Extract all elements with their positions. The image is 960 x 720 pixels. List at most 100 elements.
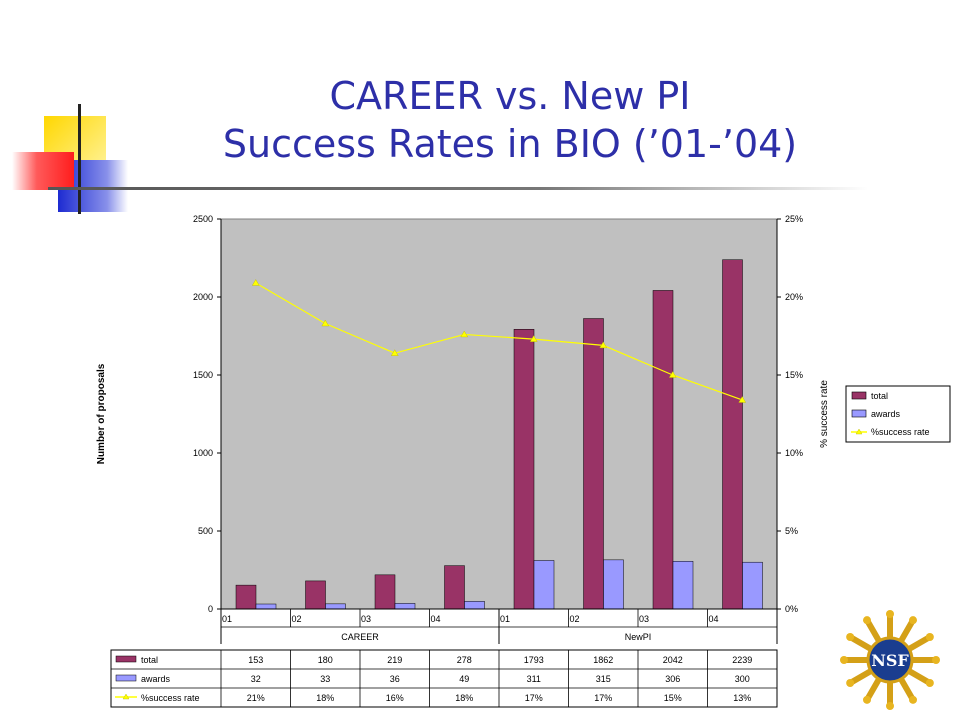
nsf-logo-rays: [840, 610, 940, 710]
nsf-ray: [906, 668, 933, 686]
y2-tick-label: 5%: [785, 526, 798, 536]
y-tick-label: 0: [208, 604, 213, 614]
nsf-ray-tip: [909, 695, 917, 704]
nsf-logo: NSF: [840, 610, 940, 710]
nsf-ray: [906, 634, 933, 652]
y2-axis-title: % success rate: [819, 380, 830, 448]
legend-rate-label: %success rate: [871, 427, 930, 437]
nsf-ray-tip: [846, 633, 855, 641]
nsf-ray-tip: [863, 616, 871, 625]
y2-tick-label: 20%: [785, 292, 803, 302]
y2-tick-label: 15%: [785, 370, 803, 380]
table-cell: 2042: [663, 655, 683, 665]
bar-awards: [742, 561, 763, 610]
bar-awards: [603, 559, 624, 610]
cat-label: 03: [639, 614, 649, 624]
bar-total: [513, 329, 535, 610]
rate-point: [738, 396, 747, 403]
nsf-ray-tip: [846, 679, 855, 687]
nsf-ray-tip: [932, 656, 940, 664]
nsf-logo-globe: [866, 636, 914, 684]
legend-awards-label: awards: [871, 409, 901, 419]
nsf-ray: [864, 676, 882, 703]
nsf-ray: [898, 676, 916, 703]
bar-awards: [325, 603, 346, 610]
table-cell: 49: [459, 674, 469, 684]
table-swatch: [115, 674, 137, 682]
title-line-2: Success Rates in BIO (’01-’04): [222, 122, 798, 166]
table-cell: 219: [387, 655, 402, 665]
nsf-ray-tip: [886, 702, 894, 710]
nsf-ray: [847, 634, 874, 652]
nsf-ray: [864, 617, 882, 644]
bar-awards: [464, 601, 485, 610]
table-cell: 17%: [594, 693, 612, 703]
bar-awards: [533, 560, 555, 610]
title-line-1: CAREER vs. New PI: [329, 74, 691, 118]
table-cell: 21%: [247, 693, 265, 703]
bar-total: [235, 584, 257, 610]
table-cell: 16%: [386, 693, 404, 703]
cat-label: 01: [500, 614, 510, 624]
legend: total awards %success rate: [845, 385, 951, 443]
legend-total-swatch: [851, 391, 867, 400]
rate-point: [668, 371, 677, 378]
bar-total: [305, 580, 326, 610]
legend-rate-marker: [855, 428, 863, 435]
y-tick-label: 2000: [193, 292, 213, 302]
table-swatch-marker: [122, 693, 130, 700]
table-cell: 306: [665, 674, 680, 684]
cat-label: 03: [361, 614, 371, 624]
rate-point: [599, 341, 608, 349]
nsf-ray-tip: [925, 679, 934, 687]
rate-point: [251, 279, 260, 286]
table-cell: 1862: [593, 655, 613, 665]
y2-tick-label: 0%: [785, 604, 798, 614]
table-cell: 18%: [455, 693, 473, 703]
table-row-label: total: [141, 655, 158, 665]
vertical-bar: [78, 104, 81, 214]
cat-label: 02: [292, 614, 302, 624]
table-cell: 15%: [664, 693, 682, 703]
y2-tick-label: 10%: [785, 448, 803, 458]
table-frame: [110, 649, 778, 708]
table-cell: 36: [390, 674, 400, 684]
y-axis-title: Number of proposals: [96, 363, 107, 464]
bar-total: [444, 565, 465, 610]
rate-line: [255, 282, 743, 401]
bar-awards: [255, 603, 277, 610]
nsf-logo-text: NSF: [871, 651, 909, 670]
bar-total: [722, 259, 743, 610]
rate-point: [460, 330, 469, 338]
cat-label: 04: [709, 614, 719, 624]
group-label: CAREER: [341, 632, 379, 642]
table-cell: 311: [527, 674, 541, 684]
slide-title: CAREER vs. New PI Success Rates in BIO (…: [150, 72, 870, 168]
y-ticks-left: 0 500 1000 1500 2000 2500: [193, 214, 221, 614]
y-tick-label: 500: [198, 526, 213, 536]
table-cell: 33: [320, 674, 330, 684]
legend-awards-swatch: [851, 409, 867, 418]
group-label: NewPI: [625, 632, 652, 642]
table-cell: 32: [251, 674, 261, 684]
bar-total: [374, 574, 396, 610]
table-cell: 180: [318, 655, 333, 665]
bar-awards: [672, 561, 694, 610]
table-cell: 153: [248, 655, 263, 665]
nsf-ray-tip: [909, 616, 917, 625]
data-table: total 153 180 219 278 1793 1862 2042 2239 awards 3…: [110, 649, 778, 708]
bar-awards: [394, 603, 416, 610]
y-tick-label: 1500: [193, 370, 213, 380]
cat-label: 01: [222, 614, 232, 624]
y2-tick-label: 25%: [785, 214, 803, 224]
cat-label: 04: [431, 614, 441, 624]
y-ticks-right: 0% 5% 10% 15% 20% 25%: [777, 214, 803, 614]
rate-line-layer: [251, 279, 747, 403]
red-square: [12, 152, 74, 190]
legend-total-label: total: [871, 391, 888, 401]
y-tick-label: 2500: [193, 214, 213, 224]
nsf-ray-tip: [925, 633, 934, 641]
plot-area: [220, 218, 778, 610]
title-rule: [48, 187, 868, 190]
